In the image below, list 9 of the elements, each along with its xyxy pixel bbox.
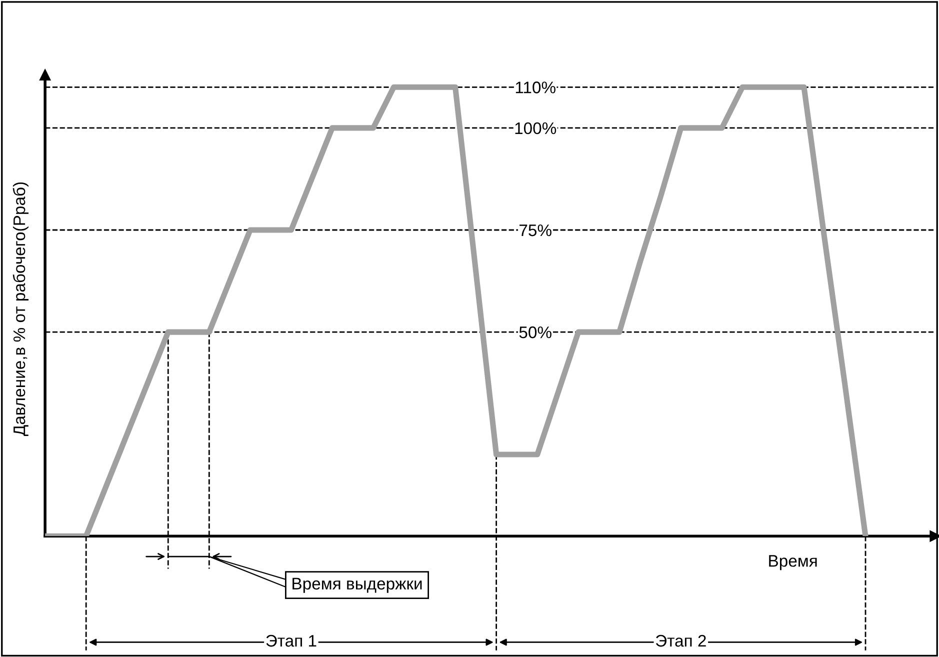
text: Этап 1 bbox=[266, 634, 316, 647]
text: Время выдержки bbox=[292, 578, 422, 593]
y-tick-label: 100% bbox=[515, 122, 556, 134]
y-tick-label: 110% bbox=[516, 82, 556, 94]
y-tick-label: 50% bbox=[519, 326, 552, 338]
y-axis-title: Давление,в % от рабочего(Рраб) bbox=[12, 182, 28, 436]
x-axis-title: Время bbox=[769, 555, 817, 570]
text: Этап 2 bbox=[656, 634, 706, 647]
y-tick-label: 75% bbox=[520, 224, 552, 236]
